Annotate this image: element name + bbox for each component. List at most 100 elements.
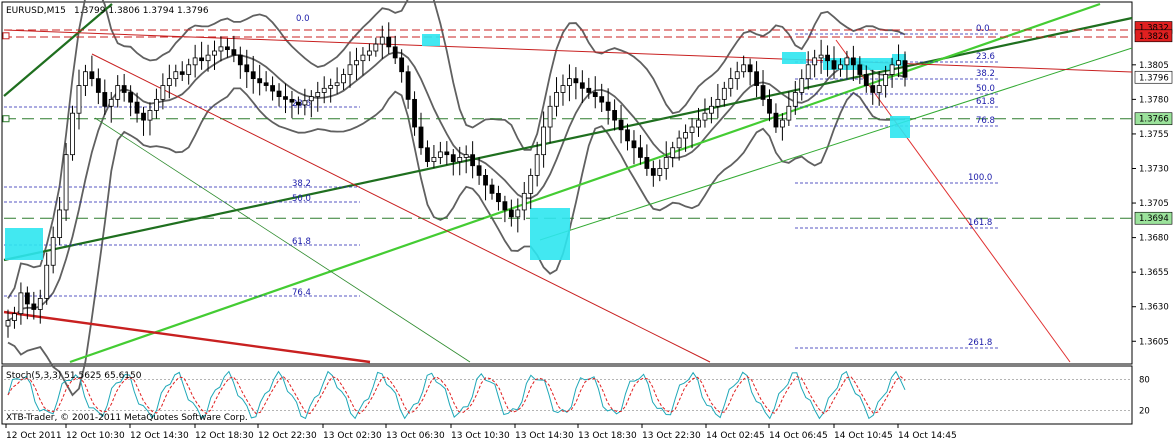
candle-body xyxy=(141,112,146,121)
candle-body xyxy=(166,78,172,86)
price-axis: 1.3805 1.3780 1.3755 1.3730 1.3705 1.3680 1.36… xyxy=(2,2,1173,424)
candle-body xyxy=(270,85,275,92)
price-marker-label: 1.3832 xyxy=(1139,23,1169,33)
candle-body xyxy=(896,60,901,66)
candle-body xyxy=(496,192,501,203)
candle-body xyxy=(405,71,411,100)
candle-body xyxy=(373,43,379,52)
time-tick-label: 12 Oct 10:30 xyxy=(66,431,125,441)
candle-body xyxy=(747,64,753,73)
candle-body xyxy=(889,64,895,75)
candle-body xyxy=(605,101,611,111)
candle-body xyxy=(792,92,798,107)
candle-body xyxy=(567,78,572,86)
candle-body xyxy=(347,64,353,75)
candle-body xyxy=(528,174,534,194)
candle-body xyxy=(592,92,598,98)
candle-body xyxy=(573,78,579,84)
candle-body xyxy=(670,147,676,158)
fib-right-label: 161.8 xyxy=(968,218,992,228)
time-tick-label: 12 Oct 14:30 xyxy=(130,431,189,441)
price-marker-label: 1.3796 xyxy=(1139,73,1169,83)
fib-left-label: 38.2 xyxy=(292,179,311,189)
symbol-header: EURUSD,M15 xyxy=(6,6,66,16)
candle-body xyxy=(308,96,314,102)
candle-body xyxy=(315,92,321,98)
candle-body xyxy=(199,57,204,62)
candle-body xyxy=(379,36,385,45)
stoch-k-line xyxy=(7,370,906,420)
candle-body xyxy=(354,60,359,66)
candle-body xyxy=(366,50,372,56)
candle-body xyxy=(702,112,708,121)
candle-body xyxy=(689,126,695,133)
candle-body xyxy=(554,92,559,107)
time-tick-label: 13 Oct 06:30 xyxy=(386,431,445,441)
time-tick-label: 12 Oct 22:30 xyxy=(258,431,317,441)
price-marker-label: 1.3694 xyxy=(1139,214,1169,224)
trendline-red-upper xyxy=(3,29,1133,73)
trendline-green-steep xyxy=(3,3,113,97)
candle-body xyxy=(205,54,211,62)
candle-body xyxy=(599,96,605,103)
candle-body xyxy=(734,71,740,80)
candle-body xyxy=(444,151,450,156)
highlight-zone xyxy=(782,52,806,64)
time-tick-label: 13 Oct 18:30 xyxy=(578,431,637,441)
candle-body xyxy=(812,57,818,66)
left-marker xyxy=(2,115,10,123)
candle-body xyxy=(399,57,405,73)
candle-body xyxy=(31,303,37,310)
candle-body xyxy=(179,71,185,75)
candle-body xyxy=(121,85,127,93)
price-tick-label: 1.3630 xyxy=(1139,303,1169,313)
fib-right-label: 0.0 xyxy=(976,24,990,34)
stoch-tick-label: 20 xyxy=(1139,407,1150,417)
candle-body xyxy=(321,87,327,93)
price-tick-label: 1.3805 xyxy=(1139,61,1169,71)
candle-body xyxy=(225,46,230,51)
candle-body xyxy=(463,154,469,158)
candle-body xyxy=(18,292,24,315)
candle-body xyxy=(508,209,514,218)
candle-body xyxy=(754,71,759,86)
highlight-zone xyxy=(422,34,440,46)
left-marker xyxy=(2,32,10,40)
bollinger-upper xyxy=(7,0,906,299)
fib-right-label: 23.6 xyxy=(976,52,995,62)
candle-body xyxy=(263,82,269,86)
trendline-red-diag xyxy=(91,53,711,363)
candle-body xyxy=(24,292,30,305)
candle-body xyxy=(818,54,824,59)
fib-left-label: 50.0 xyxy=(292,194,311,204)
price-marker-label: 1.3826 xyxy=(1139,32,1169,42)
price-tick-label: 1.3605 xyxy=(1139,337,1169,347)
candle-body xyxy=(844,57,850,66)
candle-body xyxy=(44,264,50,299)
candle-body xyxy=(70,112,75,156)
indicator-pane[interactable] xyxy=(1,365,1133,425)
candle-body xyxy=(870,85,876,93)
candle-body xyxy=(825,54,830,62)
candle-body xyxy=(392,46,398,59)
candle-body xyxy=(83,71,88,86)
candle-body xyxy=(192,57,198,66)
price-pane[interactable] xyxy=(1,1,1133,365)
candle-body xyxy=(450,154,456,162)
candle-body xyxy=(767,98,772,114)
time-tick-label: 14 Oct 06:45 xyxy=(769,431,828,441)
candle-body xyxy=(63,154,69,211)
highlight-zone xyxy=(5,228,43,260)
candle-body xyxy=(483,174,488,186)
candle-body xyxy=(425,147,430,162)
fib-left-label: 61.8 xyxy=(292,237,311,247)
candle-body xyxy=(115,85,121,100)
candle-body xyxy=(147,110,153,121)
time-tick-label: 13 Oct 14:30 xyxy=(515,431,574,441)
candle-body xyxy=(108,98,114,107)
time-tick-label: 13 Oct 22:30 xyxy=(642,431,701,441)
price-tick-label: 1.3680 xyxy=(1139,234,1169,244)
candle-body xyxy=(237,54,243,66)
candle-body xyxy=(102,92,108,107)
